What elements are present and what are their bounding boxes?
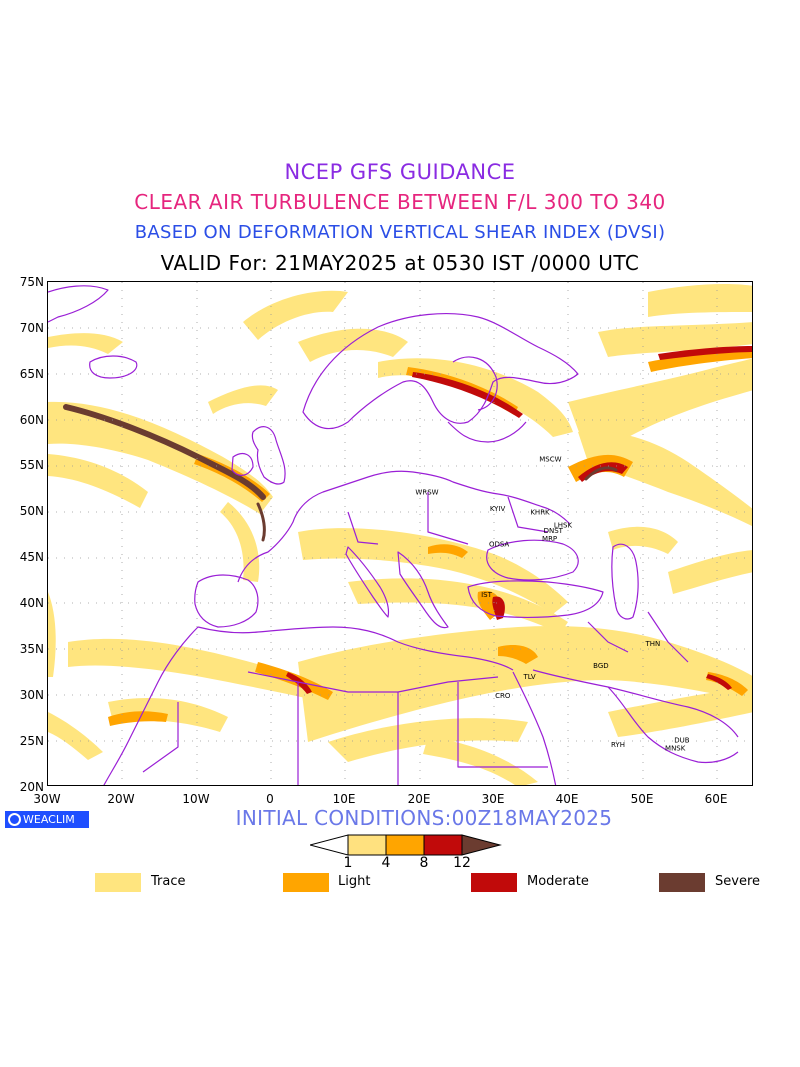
chart-title-product: CLEAR AIR TURBULENCE BETWEEN F/L 300 TO …	[134, 190, 666, 214]
legend-swatch-moderate	[471, 873, 517, 892]
colorbar-tick-1: 1	[343, 855, 353, 871]
city-label-khrk: KHRK	[530, 509, 550, 517]
lon-label-20e: 20E	[407, 792, 431, 806]
legend-swatch-trace	[95, 873, 141, 892]
lat-label-30n: 30N	[19, 688, 44, 702]
lat-label-20n: 20N	[19, 780, 44, 794]
legend-label-severe: Severe	[715, 874, 760, 889]
severe-areas	[63, 404, 618, 542]
city-label-tlv: TLV	[522, 673, 535, 681]
lon-label-40e: 40E	[555, 792, 579, 806]
lon-label-50e: 50E	[630, 792, 654, 806]
colorbar-segment-severe	[461, 834, 502, 856]
lat-label-35n: 35N	[19, 642, 44, 656]
colorbar-segment-light	[385, 834, 425, 856]
colorbar-segment-below-1	[310, 834, 349, 856]
chart-title-method: BASED ON DEFORMATION VERTICAL SHEAR INDE…	[134, 222, 666, 243]
coastlines	[48, 285, 739, 785]
city-label-mnsk: MNSK	[665, 745, 686, 753]
city-label-ist: IST	[481, 591, 493, 599]
city-label-dnst: DNST	[544, 527, 564, 535]
legend-label-moderate: Moderate	[527, 874, 589, 889]
city-label-odsa: ODSA	[489, 541, 509, 549]
weaclim-logo-icon	[8, 813, 21, 826]
chart-title-valid-time: VALID For: 21MAY2025 at 0530 IST /0000 U…	[160, 251, 640, 275]
lat-label-65n: 65N	[19, 367, 44, 381]
lat-label-70n: 70N	[19, 321, 44, 335]
lon-label-20w: 20W	[107, 792, 135, 806]
lon-label-0: 0	[266, 792, 274, 806]
city-label-mscw: MSCW	[539, 455, 561, 463]
lon-label-30w: 30W	[33, 792, 61, 806]
legend-swatch-light	[283, 873, 329, 892]
city-label-mrp: MRP	[542, 535, 557, 543]
city-label-thn: THN	[645, 640, 661, 648]
colorbar-tick-8: 8	[419, 855, 429, 871]
colorbar-segment-moderate	[423, 834, 463, 856]
lon-label-60e: 60E	[704, 792, 728, 806]
legend-label-light: Light	[338, 874, 371, 889]
moderate-areas	[286, 346, 752, 694]
legend-swatch-severe	[659, 873, 705, 892]
lat-label-45n: 45N	[19, 550, 44, 564]
legend-label-trace: Trace	[151, 874, 186, 889]
city-label-kyiv: KYIV	[490, 505, 506, 513]
city-label-lhsk: LHSK	[554, 521, 573, 529]
city-label-cro: CRO	[495, 692, 511, 700]
city-label-wrsw: WRSW	[415, 488, 438, 496]
lon-label-30e: 30E	[481, 792, 505, 806]
weaclim-logo: WEACLIM	[5, 811, 89, 828]
chart-title-source: NCEP GFS GUIDANCE	[284, 160, 516, 184]
lat-label-50n: 50N	[19, 504, 44, 518]
lon-label-10w: 10W	[182, 792, 210, 806]
lat-label-55n: 55N	[19, 458, 44, 472]
colorbar-segment-trace	[347, 834, 387, 856]
graticule	[48, 282, 752, 785]
city-label-bgd: BGD	[593, 662, 609, 670]
lat-label-25n: 25N	[19, 734, 44, 748]
lat-label-60n: 60N	[19, 413, 44, 427]
colorbar-tick-12: 12	[453, 855, 471, 871]
city-label-dub: DUB	[674, 736, 690, 744]
lat-label-40n: 40N	[19, 596, 44, 610]
trace-areas	[48, 284, 752, 785]
lat-label-75n: 75N	[19, 275, 44, 289]
lon-label-10e: 10E	[332, 792, 356, 806]
colorbar-tick-4: 4	[381, 855, 391, 871]
turbulence-map: MSCW WRSW KYIV KHRK LHSK DNST MRP ODSA IST THN BGD…	[47, 281, 753, 786]
turbulence-colorbar	[310, 834, 502, 856]
weaclim-logo-text: WEACLIM	[23, 813, 75, 826]
initial-conditions: INITIAL CONDITIONS:00Z18MAY2025	[235, 806, 613, 830]
city-label-ryh: RYH	[611, 741, 625, 749]
